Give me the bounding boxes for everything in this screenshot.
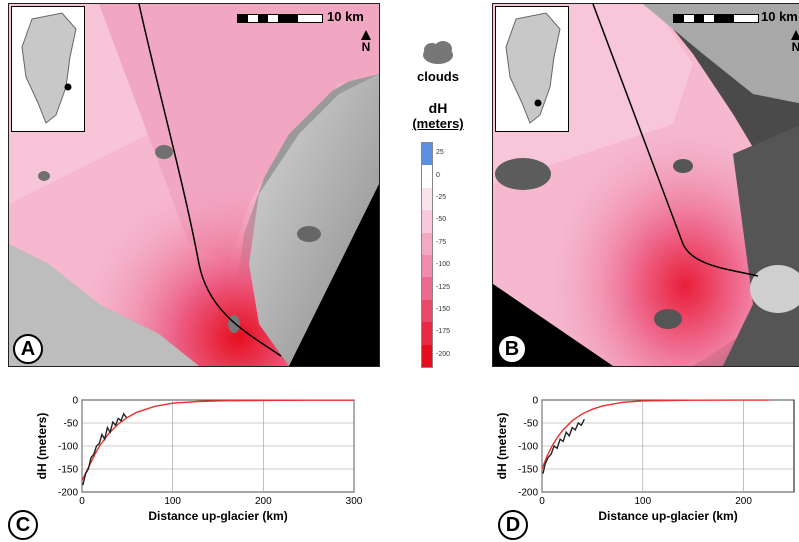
legend-tick-label: -25 xyxy=(436,194,447,201)
greenland-outline-icon xyxy=(21,12,77,124)
scale-bar-b xyxy=(673,14,759,23)
legend-tick-label: -200 xyxy=(436,350,451,358)
greenland-inset-a xyxy=(11,6,85,132)
x-axis-label: Distance up-glacier (km) xyxy=(148,509,287,523)
chart-c: 0 100 200 300 0 -50 -100 -150 -200 Distance up-gl… xyxy=(35,396,363,524)
y-tick-label: 0 xyxy=(532,396,538,407)
legend-clouds-label: clouds xyxy=(417,69,459,84)
x-tick-label: 0 xyxy=(79,496,85,507)
legend-tick-label: -175 xyxy=(436,328,451,336)
map-panel-a: 10 km N A xyxy=(8,3,380,367)
map-a-image xyxy=(9,4,379,366)
legend-swatch xyxy=(422,299,432,323)
y-tick-label: -150 xyxy=(518,465,538,476)
y-axis-label: dH (meters) xyxy=(35,413,49,480)
y-tick-label: -50 xyxy=(64,419,79,430)
legend-swatch xyxy=(422,165,432,188)
y-tick-label: -200 xyxy=(518,488,538,499)
legend-swatch xyxy=(422,255,432,278)
legend-tick-label: -75 xyxy=(436,238,447,246)
y-tick-label: -100 xyxy=(58,442,78,453)
legend-tick-label: -50 xyxy=(436,216,447,224)
legend-title-dh: dH xyxy=(428,100,448,116)
greenland-outline-icon xyxy=(505,12,561,124)
x-tick-label: 0 xyxy=(539,496,545,507)
legend-swatch xyxy=(422,187,432,211)
legend-swatch xyxy=(422,322,432,345)
scale-label-b: 10 km xyxy=(761,9,798,24)
panel-letter-b: B xyxy=(497,334,527,364)
y-tick-label: -50 xyxy=(524,419,539,430)
legend-swatch xyxy=(422,232,432,255)
legend-tick-label: 25 xyxy=(436,149,444,157)
y-axis-label: dH (meters) xyxy=(495,413,509,480)
north-arrow-icon xyxy=(791,30,799,40)
y-tick-label: -200 xyxy=(58,488,78,499)
map-panel-b: 10 km N B xyxy=(492,3,799,367)
legend-swatch xyxy=(422,210,432,233)
x-tick-label: 200 xyxy=(735,496,752,507)
north-arrow-icon xyxy=(361,30,371,40)
panel-letter-c: C xyxy=(8,510,38,540)
scale-label-a: 10 km xyxy=(327,9,364,24)
y-tick-label: -100 xyxy=(518,442,538,453)
x-axis-label: Distance up-glacier (km) xyxy=(598,509,737,523)
y-tick-label: 0 xyxy=(72,396,78,407)
cloud-icon xyxy=(423,41,453,64)
legend-swatch xyxy=(422,277,432,300)
legend-tick-label: -125 xyxy=(436,283,451,291)
series-line xyxy=(82,412,127,486)
y-tick-label: -150 xyxy=(58,465,78,476)
scale-bar-a xyxy=(237,14,323,23)
legend-color-bar xyxy=(421,142,433,368)
x-tick-label: 300 xyxy=(346,496,363,507)
legend-title-units: (meters) xyxy=(412,116,464,131)
legend-tick-label: -150 xyxy=(436,306,451,313)
legend-tick-label: 0 xyxy=(436,171,440,179)
legend-swatch xyxy=(422,143,432,166)
series-line xyxy=(81,399,355,481)
x-tick-label: 200 xyxy=(255,496,272,507)
x-tick-label: 100 xyxy=(634,496,651,507)
greenland-inset-b xyxy=(495,6,569,132)
panel-letter-d: D xyxy=(498,510,528,540)
legend-swatch xyxy=(422,344,432,367)
x-tick-label: 100 xyxy=(164,496,181,507)
panel-letter-a: A xyxy=(13,334,43,364)
series-line xyxy=(541,399,769,470)
north-label-b: N xyxy=(788,40,799,54)
legend-tick-label: -100 xyxy=(436,261,451,269)
north-label-a: N xyxy=(361,40,371,54)
series-line xyxy=(542,419,585,474)
chart-d: 0 100 200 0 -50 -100 -150 -200 Distance up-glaci… xyxy=(495,396,795,523)
